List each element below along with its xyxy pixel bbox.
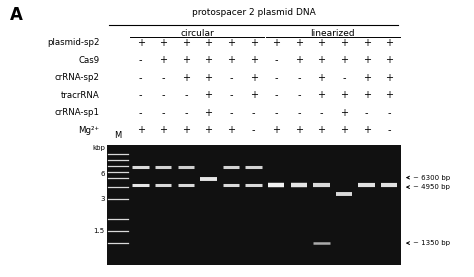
Text: +: + xyxy=(250,73,257,83)
Text: +: + xyxy=(318,90,326,100)
Text: ~ 1350 bp: ~ 1350 bp xyxy=(413,240,450,246)
Text: +: + xyxy=(340,90,348,100)
Text: +: + xyxy=(363,73,371,83)
Text: +: + xyxy=(159,38,167,48)
Text: -: - xyxy=(252,125,255,135)
Text: -: - xyxy=(319,108,323,118)
Text: -: - xyxy=(139,73,142,83)
Text: -: - xyxy=(297,90,301,100)
Text: circular: circular xyxy=(180,29,214,38)
Text: +: + xyxy=(137,125,145,135)
Text: -: - xyxy=(297,73,301,83)
Text: -: - xyxy=(229,108,233,118)
Text: Mg²⁺: Mg²⁺ xyxy=(78,126,100,135)
Text: -: - xyxy=(297,108,301,118)
Text: crRNA-sp2: crRNA-sp2 xyxy=(55,73,100,82)
Text: +: + xyxy=(340,125,348,135)
Text: -: - xyxy=(162,108,165,118)
Text: +: + xyxy=(385,90,393,100)
Text: kbp: kbp xyxy=(92,145,105,152)
Text: ~ 6300 bp: ~ 6300 bp xyxy=(413,175,450,181)
Text: +: + xyxy=(363,125,371,135)
Text: crRNA-sp1: crRNA-sp1 xyxy=(55,108,100,117)
Text: +: + xyxy=(318,38,326,48)
Text: -: - xyxy=(252,108,255,118)
Text: +: + xyxy=(340,55,348,65)
Text: +: + xyxy=(250,90,257,100)
Text: Cas9: Cas9 xyxy=(78,56,100,65)
Text: -: - xyxy=(139,55,142,65)
Text: +: + xyxy=(204,125,212,135)
Text: -: - xyxy=(274,73,278,83)
Text: -: - xyxy=(342,73,346,83)
Text: -: - xyxy=(184,90,188,100)
Bar xyxy=(107,145,401,265)
Text: +: + xyxy=(227,55,235,65)
Text: -: - xyxy=(387,125,391,135)
Text: 1.5: 1.5 xyxy=(94,228,105,234)
Text: -: - xyxy=(274,55,278,65)
Text: -: - xyxy=(274,90,278,100)
Text: protospacer 2 plasmid DNA: protospacer 2 plasmid DNA xyxy=(191,8,316,17)
Text: +: + xyxy=(227,125,235,135)
Text: +: + xyxy=(363,38,371,48)
Text: +: + xyxy=(363,90,371,100)
Text: +: + xyxy=(204,90,212,100)
Text: A: A xyxy=(9,6,22,24)
Text: ~ 4950 bp: ~ 4950 bp xyxy=(413,184,450,190)
Text: +: + xyxy=(159,125,167,135)
Text: linearized: linearized xyxy=(310,29,355,38)
Text: -: - xyxy=(162,90,165,100)
Text: +: + xyxy=(385,38,393,48)
Text: +: + xyxy=(272,38,280,48)
Text: +: + xyxy=(272,125,280,135)
Text: -: - xyxy=(139,108,142,118)
Text: 6: 6 xyxy=(100,171,105,177)
Text: +: + xyxy=(159,55,167,65)
Text: +: + xyxy=(385,55,393,65)
Text: +: + xyxy=(137,38,145,48)
Text: +: + xyxy=(318,55,326,65)
Text: -: - xyxy=(229,73,233,83)
Text: +: + xyxy=(363,55,371,65)
Text: +: + xyxy=(204,38,212,48)
Text: -: - xyxy=(139,90,142,100)
Text: +: + xyxy=(250,55,257,65)
Text: +: + xyxy=(340,108,348,118)
Text: +: + xyxy=(385,73,393,83)
Text: +: + xyxy=(182,73,190,83)
Text: +: + xyxy=(182,38,190,48)
Text: +: + xyxy=(204,108,212,118)
Text: 3: 3 xyxy=(100,196,105,202)
Text: +: + xyxy=(250,38,257,48)
Text: -: - xyxy=(274,108,278,118)
Text: plasmid-sp2: plasmid-sp2 xyxy=(47,39,100,47)
Text: -: - xyxy=(365,108,368,118)
Text: tracrRNA: tracrRNA xyxy=(61,91,100,100)
Text: -: - xyxy=(184,108,188,118)
Text: +: + xyxy=(204,73,212,83)
Text: +: + xyxy=(204,55,212,65)
Text: +: + xyxy=(295,125,303,135)
Text: +: + xyxy=(318,73,326,83)
Text: +: + xyxy=(182,55,190,65)
Text: +: + xyxy=(295,38,303,48)
Text: +: + xyxy=(227,38,235,48)
Text: +: + xyxy=(295,55,303,65)
Text: +: + xyxy=(318,125,326,135)
Text: -: - xyxy=(162,73,165,83)
Text: +: + xyxy=(340,38,348,48)
Text: M: M xyxy=(114,131,121,140)
Text: -: - xyxy=(229,90,233,100)
Text: -: - xyxy=(387,108,391,118)
Text: +: + xyxy=(182,125,190,135)
